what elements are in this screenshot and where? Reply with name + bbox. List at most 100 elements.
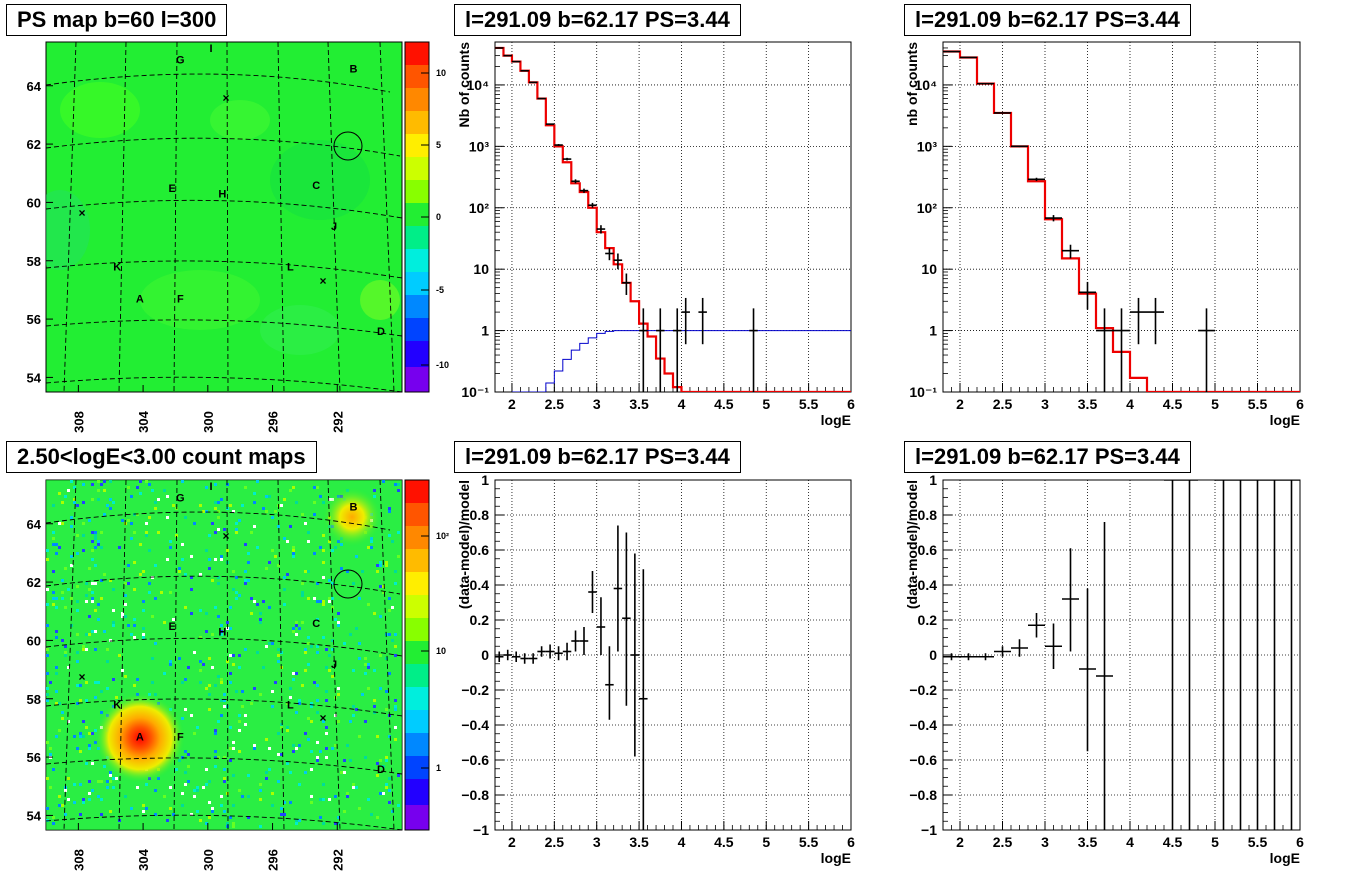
data-point [1266, 480, 1283, 830]
lon-tick-label: 292 [330, 849, 345, 871]
palette-tick-label: -5 [436, 285, 444, 295]
ps-map-graticule [46, 42, 402, 392]
count-map-graticule [46, 480, 402, 830]
data-point [1028, 613, 1045, 638]
count-map-cross-marker: × [222, 529, 229, 543]
x-tick-label: 3 [1041, 396, 1049, 412]
y-axis-title: nb of counts [904, 42, 920, 126]
x-tick-label: 3.5 [629, 834, 649, 850]
y-tick-label: −0.6 [461, 752, 489, 768]
data-point [1028, 177, 1045, 182]
source-label-d: D [377, 764, 385, 776]
source-label-b: B [349, 501, 357, 513]
data-point [622, 273, 631, 295]
source-b-blob [322, 487, 382, 547]
y-tick-label: 1 [481, 472, 489, 488]
lat-tick-label: 62 [27, 575, 41, 590]
data-point [994, 112, 1011, 114]
data-point [1181, 480, 1198, 830]
data-point [977, 82, 994, 85]
count-map-cross-marker: × [319, 711, 326, 725]
x-tick-label: 3 [593, 834, 601, 850]
residual-full-panel: 2 2.5 3 3.5 4 4.5 5 5.5 6 −1 −0.8 −0.6 −0.4 −0.2 0 0.2 0… [456, 472, 855, 866]
x-tick-label: 3.5 [629, 396, 649, 412]
x-tick-label: 4 [1126, 396, 1134, 412]
x-tick-label: 5 [1211, 396, 1219, 412]
source-label-l: L [287, 700, 294, 712]
ps-map-circle-marker [333, 131, 363, 161]
data-point [605, 646, 614, 720]
y-tick-label: 0 [929, 647, 937, 663]
x-tick-label: 4.5 [714, 396, 734, 412]
data-point [673, 308, 682, 392]
data-point [622, 532, 631, 706]
ps-map-title: PS map b=60 l=300 [6, 4, 228, 36]
x-tick-label: 5 [1211, 834, 1219, 850]
data-point [495, 47, 504, 49]
source-label-j: J [331, 221, 337, 233]
data-point [1079, 281, 1096, 310]
x-tick-label: 4 [678, 396, 686, 412]
count-map-title: 2.50<logE<3.00 count maps [6, 441, 317, 473]
count-map-axes: 54 56 58 60 62 64 308 304 300 296 292 [27, 517, 346, 871]
y-tick-label: 1 [929, 472, 937, 488]
palette-tick-label: 0 [436, 212, 441, 222]
data-point [1096, 308, 1113, 392]
x-tick-label: 5.5 [799, 396, 819, 412]
data-point [588, 202, 597, 208]
lat-tick-label: 56 [27, 750, 41, 765]
data-point [681, 297, 690, 345]
data-point [1164, 480, 1181, 830]
lon-tick-label: 304 [136, 848, 151, 870]
y-axis-title: Nb of counts [456, 42, 472, 128]
y-tick-label: 10 [921, 261, 937, 277]
spectrum-full-panel: 2 2.5 3 3.5 4 4.5 5 5.5 6 10⁻¹ 1 10 10² 10³ 10⁴ logE Nb … [456, 41, 855, 428]
lat-tick-label: 60 [27, 633, 41, 648]
y-tick-label: 10² [917, 200, 938, 216]
x-axis-title: logE [1270, 850, 1300, 866]
y-tick-label: −0.4 [909, 717, 937, 733]
source-label-a: A [136, 294, 144, 306]
model-histogram [495, 46, 851, 392]
data-point [943, 50, 960, 53]
data-point [630, 553, 640, 757]
y-tick-label: −1 [921, 822, 937, 838]
plot-area [943, 50, 1300, 392]
x-tick-label: 4.5 [1163, 396, 1183, 412]
y-tick-label: 1 [929, 323, 937, 339]
count-map-panel: A B C D E F G H I J K L × × × 54 56 58 60 62 64 308 304 300… [27, 479, 449, 871]
spectrum-rebinned-panel: 2 2.5 3 3.5 4 4.5 5 5.5 6 10⁻¹ 1 10 10² 10³ 10⁴ logE nb … [904, 41, 1304, 428]
data-point [639, 308, 648, 392]
palette-tick-label: 10 [436, 646, 446, 656]
x-tick-label: 6 [1296, 396, 1304, 412]
lon-tick-label: 304 [136, 410, 151, 432]
x-axis-title: logE [821, 850, 851, 866]
y-tick-label: 10 [473, 261, 489, 277]
source-label-j: J [331, 659, 337, 671]
y-tick-label: 0.8 [918, 507, 938, 523]
source-a-blob [95, 693, 185, 783]
grid [943, 479, 1301, 831]
data-point [571, 179, 580, 184]
x-tick-label: 5 [762, 834, 770, 850]
y-tick-label: −0.6 [909, 752, 937, 768]
source-label-i: I [210, 43, 213, 55]
data-point [537, 97, 546, 100]
data-point [562, 157, 572, 161]
data-point [503, 649, 512, 661]
data-point [613, 253, 623, 270]
count-map-source-labels: A B C D E F G H I J K L [113, 481, 385, 776]
y-tick-label: 0.4 [470, 577, 490, 593]
lat-tick-label: 58 [27, 692, 41, 707]
lon-tick-label: 308 [71, 411, 86, 433]
count-palette: 10² 10 1 [404, 479, 449, 831]
source-label-k: K [113, 262, 121, 274]
data-point [1113, 308, 1130, 392]
x-tick-label: 2 [956, 396, 964, 412]
y-tick-label: −0.4 [461, 717, 489, 733]
y-tick-label: 10⁻¹ [461, 384, 489, 400]
data-point [994, 646, 1011, 657]
lat-tick-label: 62 [27, 137, 41, 152]
data-point [1130, 297, 1147, 345]
palette-tick-label: 5 [436, 140, 441, 150]
